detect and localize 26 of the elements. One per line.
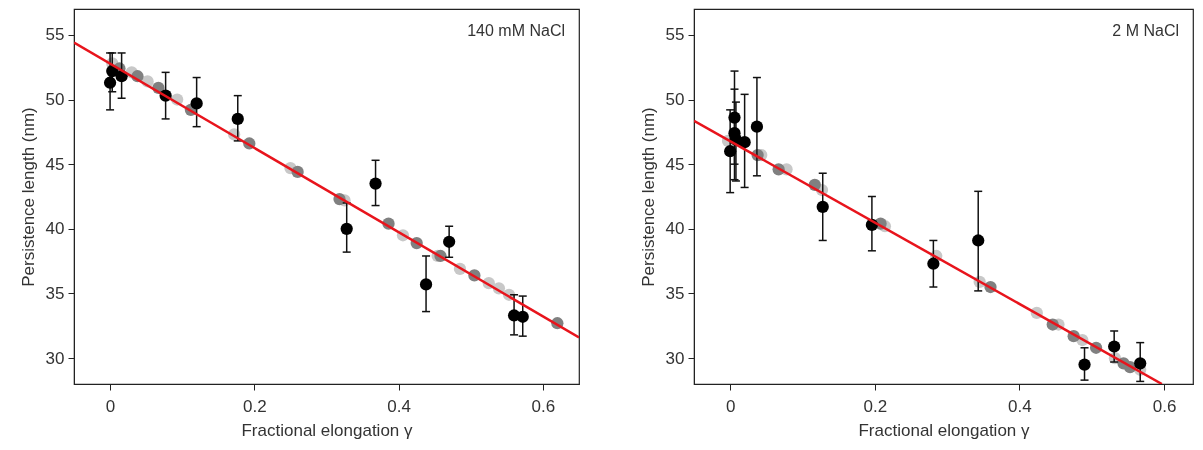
y-axis-title: Persistence length (nm) — [638, 107, 658, 287]
y-tick-label: 40 — [45, 219, 65, 239]
y-tick-label: 30 — [665, 348, 685, 368]
annotation: 140 mM NaCl — [467, 22, 565, 39]
x-axis-title: Fractional elongation γ — [858, 420, 1031, 440]
x-tick-label: 0.2 — [243, 396, 267, 416]
x-tick-label: 0 — [105, 396, 116, 416]
y-tick-label: 55 — [45, 25, 65, 45]
y-tick-label: 30 — [45, 348, 65, 368]
y-tick-label: 45 — [665, 154, 685, 174]
x-tick-label: 0.4 — [1008, 396, 1032, 416]
y-tick-label: 35 — [45, 283, 65, 303]
y-tick-label: 40 — [665, 219, 685, 239]
x-axis-title: Fractional elongation γ — [241, 420, 414, 440]
y-tick-label: 55 — [665, 25, 685, 45]
y-axis-title: Persistence length (nm) — [18, 107, 38, 287]
y-tick-label: 50 — [45, 90, 65, 110]
x-tick-label: 0.6 — [531, 396, 556, 416]
x-tick-label: 0 — [725, 396, 736, 416]
x-tick-label: 0.6 — [1152, 396, 1177, 416]
y-tick-label: 50 — [665, 90, 685, 110]
x-tick-label: 0.2 — [863, 396, 888, 416]
y-tick-label: 35 — [665, 283, 685, 303]
x-tick-label: 0.4 — [387, 396, 411, 416]
y-tick-label: 45 — [45, 154, 65, 174]
annotation: 2 M NaCl — [1112, 22, 1179, 39]
